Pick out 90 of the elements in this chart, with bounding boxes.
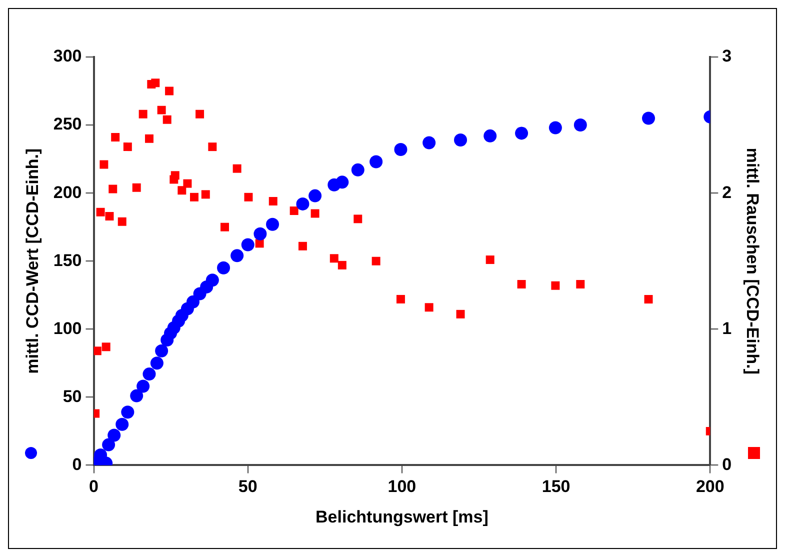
point bbox=[155, 344, 168, 358]
point bbox=[116, 418, 129, 431]
point bbox=[336, 176, 349, 189]
point bbox=[456, 310, 465, 318]
point bbox=[151, 78, 160, 88]
point bbox=[165, 86, 174, 96]
point bbox=[136, 380, 150, 393]
point bbox=[268, 196, 278, 206]
point bbox=[644, 294, 653, 304]
point bbox=[372, 256, 380, 266]
point bbox=[183, 179, 192, 188]
point bbox=[576, 280, 585, 288]
point bbox=[244, 192, 253, 202]
point bbox=[217, 261, 230, 274]
point bbox=[330, 254, 338, 263]
point bbox=[121, 406, 134, 419]
x-tick-label: 200 bbox=[696, 477, 724, 496]
point bbox=[94, 346, 102, 356]
x-tick-label: 50 bbox=[238, 477, 258, 496]
point bbox=[150, 356, 164, 370]
y-tick-label: 150 bbox=[53, 250, 82, 270]
y-tick-label: 250 bbox=[53, 114, 82, 134]
point bbox=[138, 110, 148, 118]
point bbox=[232, 164, 242, 173]
point bbox=[394, 143, 408, 156]
point bbox=[196, 110, 204, 118]
point bbox=[241, 238, 254, 252]
x-tick-label: 150 bbox=[542, 477, 570, 496]
y-tick-label: 300 bbox=[53, 46, 82, 66]
point bbox=[484, 129, 497, 142]
point bbox=[220, 222, 229, 232]
x-tick-label: 100 bbox=[388, 477, 416, 496]
point bbox=[162, 115, 172, 124]
point bbox=[142, 368, 156, 381]
x-axis-title: Belichtungswert [ms] bbox=[316, 507, 488, 526]
point bbox=[144, 134, 154, 143]
point bbox=[190, 192, 198, 202]
point bbox=[290, 206, 298, 215]
point bbox=[123, 142, 132, 152]
point bbox=[102, 438, 116, 452]
y2-tick-label: 2 bbox=[722, 182, 732, 202]
point bbox=[351, 163, 364, 176]
point bbox=[370, 155, 383, 168]
y-tick-label: 200 bbox=[53, 182, 82, 202]
point bbox=[118, 217, 126, 226]
y-tick-label: 0 bbox=[72, 454, 82, 474]
point bbox=[254, 227, 267, 240]
point bbox=[170, 171, 180, 180]
y-axis-title: mittl. CCD-Wert [CCD-Einh.] bbox=[22, 148, 42, 374]
point bbox=[186, 295, 200, 308]
point bbox=[422, 136, 436, 150]
point bbox=[111, 133, 120, 142]
point bbox=[108, 428, 121, 442]
point bbox=[157, 106, 166, 114]
point bbox=[102, 342, 110, 352]
point bbox=[574, 118, 587, 132]
y2-tick-label: 3 bbox=[722, 46, 732, 66]
point bbox=[201, 190, 210, 199]
point bbox=[548, 121, 562, 134]
point bbox=[208, 142, 217, 152]
point bbox=[354, 214, 362, 224]
point bbox=[108, 184, 118, 194]
point bbox=[206, 274, 219, 287]
point bbox=[132, 183, 141, 192]
point bbox=[515, 126, 528, 140]
point bbox=[230, 249, 244, 262]
point bbox=[486, 255, 494, 264]
point bbox=[551, 281, 560, 290]
point bbox=[296, 197, 310, 210]
y-tick-label: 100 bbox=[53, 318, 82, 338]
point bbox=[424, 303, 434, 312]
point bbox=[396, 294, 405, 304]
point bbox=[308, 189, 322, 202]
point bbox=[642, 112, 656, 125]
point bbox=[130, 389, 144, 402]
point bbox=[298, 242, 307, 250]
y2-axis-title: mittl. Rauschen [CCD-Einh.] bbox=[743, 148, 762, 374]
point bbox=[338, 260, 346, 270]
y2-tick-label: 1 bbox=[722, 318, 732, 338]
point bbox=[454, 134, 468, 146]
point bbox=[105, 212, 114, 220]
point bbox=[100, 160, 108, 169]
y2-tick-label: 0 bbox=[722, 454, 732, 474]
point bbox=[266, 218, 280, 231]
y-tick-label: 50 bbox=[62, 386, 82, 406]
point bbox=[310, 209, 320, 218]
point bbox=[178, 186, 186, 195]
point bbox=[96, 208, 105, 216]
point bbox=[517, 280, 526, 288]
x-tick-label: 0 bbox=[89, 477, 98, 496]
